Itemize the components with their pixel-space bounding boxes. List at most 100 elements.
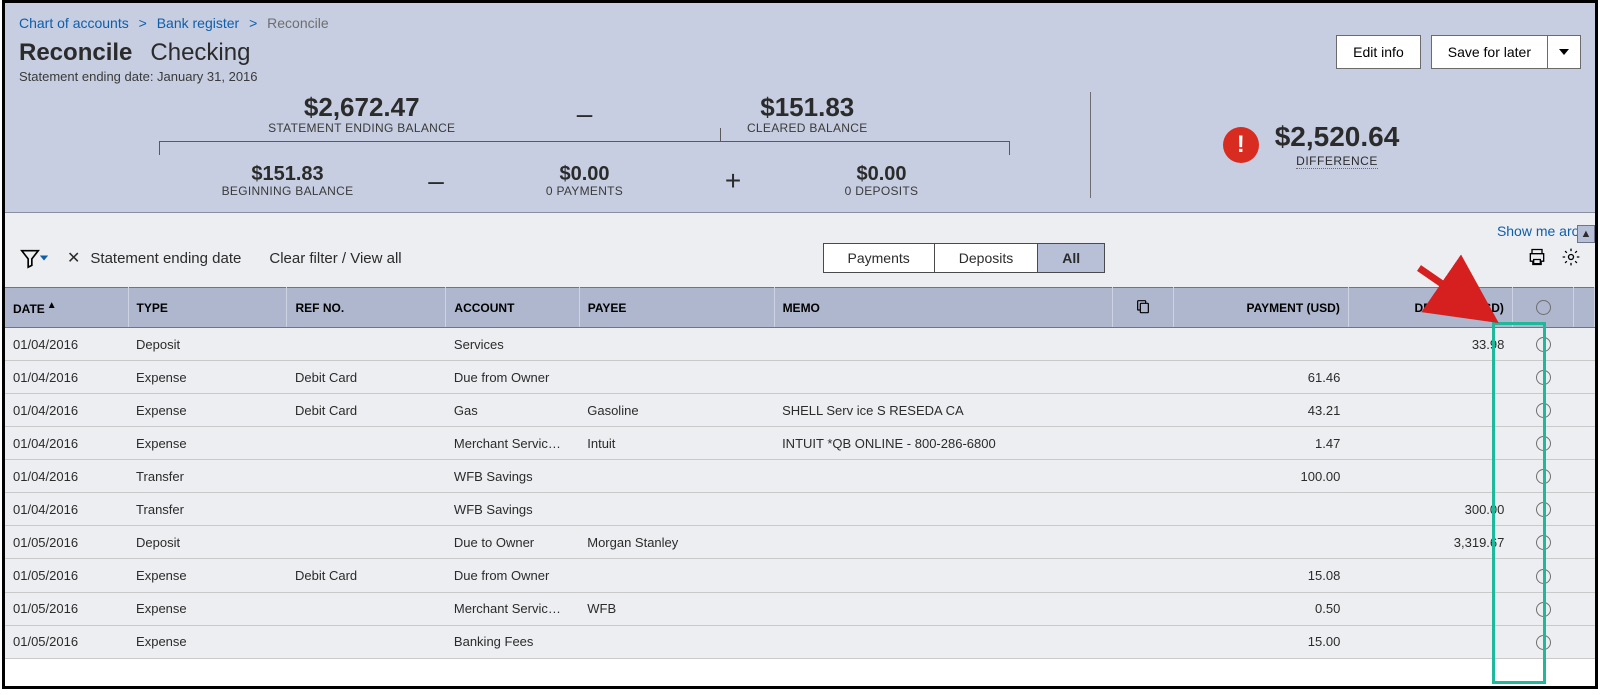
cell-memo — [774, 493, 1112, 526]
gear-icon[interactable] — [1561, 247, 1581, 270]
filter-icon[interactable] — [19, 247, 49, 269]
row-select-radio[interactable] — [1536, 469, 1551, 484]
col-payee[interactable]: PAYEE — [579, 288, 774, 328]
row-select-radio[interactable] — [1536, 403, 1551, 418]
scroll-up-hint[interactable]: ▲ — [1577, 225, 1595, 243]
col-select-all[interactable] — [1512, 288, 1574, 328]
cell-select[interactable] — [1512, 361, 1574, 394]
cell-payment: 1.47 — [1174, 427, 1348, 460]
cell-select[interactable] — [1512, 328, 1574, 361]
tab-all[interactable]: All — [1037, 243, 1105, 273]
cell-payee: Gasoline — [579, 394, 774, 427]
cell-account: Services — [446, 328, 579, 361]
cell-ref — [287, 526, 446, 559]
cell-date: 01/05/2016 — [5, 526, 128, 559]
col-type[interactable]: TYPE — [128, 288, 287, 328]
cell-spacer — [1574, 559, 1595, 592]
cell-memo: SHELL Serv ice S RESEDA CA — [774, 394, 1112, 427]
cleared-balance-value: $151.83 — [605, 92, 1011, 123]
cell-date: 01/04/2016 — [5, 361, 128, 394]
edit-info-button[interactable]: Edit info — [1336, 35, 1421, 69]
cell-spacer — [1574, 625, 1595, 658]
cell-payee — [579, 493, 774, 526]
cell-spacer — [1574, 394, 1595, 427]
cell-payment: 15.00 — [1174, 625, 1348, 658]
sort-asc-icon: ▲ — [45, 300, 57, 311]
cell-select[interactable] — [1512, 460, 1574, 493]
save-for-later-dropdown[interactable] — [1547, 35, 1581, 69]
cell-deposit — [1348, 592, 1512, 625]
table-row[interactable]: 01/05/2016DepositDue to OwnerMorgan Stan… — [5, 526, 1595, 559]
cell-select[interactable] — [1512, 625, 1574, 658]
row-select-radio[interactable] — [1536, 569, 1551, 584]
cell-payment: 15.08 — [1174, 559, 1348, 592]
col-copy[interactable] — [1112, 288, 1174, 328]
table-row[interactable]: 01/04/2016ExpenseDebit CardGasGasolineSH… — [5, 394, 1595, 427]
cell-select[interactable] — [1512, 526, 1574, 559]
beginning-balance-value: $151.83 — [159, 163, 416, 186]
row-select-radio[interactable] — [1536, 635, 1551, 650]
deposits-value: $0.00 — [753, 163, 1010, 186]
col-payment[interactable]: PAYMENT (USD) — [1174, 288, 1348, 328]
save-for-later-split-button[interactable]: Save for later — [1431, 35, 1581, 69]
clear-filter-link[interactable]: Clear filter / View all — [269, 250, 401, 267]
table-row[interactable]: 01/04/2016ExpenseDebit CardDue from Owne… — [5, 361, 1595, 394]
col-account[interactable]: ACCOUNT — [446, 288, 579, 328]
cell-date: 01/05/2016 — [5, 625, 128, 658]
table-row[interactable]: 01/05/2016ExpenseDebit CardDue from Owne… — [5, 559, 1595, 592]
row-select-radio[interactable] — [1536, 436, 1551, 451]
cell-select[interactable] — [1512, 394, 1574, 427]
cell-deposit — [1348, 625, 1512, 658]
cell-spacer — [1574, 328, 1595, 361]
cell-deposit — [1348, 394, 1512, 427]
breadcrumb-sep: > — [133, 15, 153, 31]
cell-select[interactable] — [1512, 592, 1574, 625]
minus-operator: – — [565, 98, 605, 130]
cell-account: Merchant Servic… — [446, 427, 579, 460]
cell-select[interactable] — [1512, 427, 1574, 460]
row-select-radio[interactable] — [1536, 535, 1551, 550]
cell-copy — [1112, 625, 1174, 658]
cell-payee — [579, 559, 774, 592]
cell-copy — [1112, 526, 1174, 559]
tab-payments[interactable]: Payments — [823, 243, 935, 273]
transaction-type-tabs: Payments Deposits All — [824, 243, 1106, 273]
col-deposit[interactable]: DEPOSIT (USD) — [1348, 288, 1512, 328]
cell-select[interactable] — [1512, 493, 1574, 526]
payments-value: $0.00 — [456, 163, 713, 186]
cell-memo — [774, 526, 1112, 559]
clear-chip-icon[interactable]: ✕ — [59, 248, 80, 268]
payments-label: 0 PAYMENTS — [456, 184, 713, 198]
col-memo[interactable]: MEMO — [774, 288, 1112, 328]
table-row[interactable]: 01/04/2016TransferWFB Savings300.00 — [5, 493, 1595, 526]
breadcrumb-bank-register[interactable]: Bank register — [157, 15, 239, 31]
cell-type: Expense — [128, 394, 287, 427]
tab-deposits[interactable]: Deposits — [934, 243, 1038, 273]
select-all-radio[interactable] — [1536, 300, 1551, 315]
cell-ref: Debit Card — [287, 361, 446, 394]
table-row[interactable]: 01/04/2016ExpenseMerchant Servic…IntuitI… — [5, 427, 1595, 460]
cell-deposit: 300.00 — [1348, 493, 1512, 526]
cell-payment — [1174, 328, 1348, 361]
cell-type: Expense — [128, 592, 287, 625]
row-select-radio[interactable] — [1536, 337, 1551, 352]
cell-select[interactable] — [1512, 559, 1574, 592]
cell-type: Transfer — [128, 460, 287, 493]
table-row[interactable]: 01/05/2016ExpenseMerchant Servic…WFB0.50 — [5, 592, 1595, 625]
cell-memo — [774, 592, 1112, 625]
chevron-down-icon — [1558, 46, 1570, 58]
table-row[interactable]: 01/04/2016DepositServices33.98 — [5, 328, 1595, 361]
table-row[interactable]: 01/04/2016TransferWFB Savings100.00 — [5, 460, 1595, 493]
cell-payee — [579, 625, 774, 658]
save-for-later-button[interactable]: Save for later — [1431, 35, 1547, 69]
print-icon[interactable] — [1527, 247, 1547, 270]
cell-payment — [1174, 526, 1348, 559]
table-row[interactable]: 01/05/2016ExpenseBanking Fees15.00 — [5, 625, 1595, 658]
col-ref[interactable]: REF NO. — [287, 288, 446, 328]
chevron-down-icon — [39, 253, 49, 263]
row-select-radio[interactable] — [1536, 602, 1551, 617]
row-select-radio[interactable] — [1536, 370, 1551, 385]
breadcrumb-chart-of-accounts[interactable]: Chart of accounts — [19, 15, 129, 31]
col-date[interactable]: DATE▲ — [5, 288, 128, 328]
row-select-radio[interactable] — [1536, 502, 1551, 517]
